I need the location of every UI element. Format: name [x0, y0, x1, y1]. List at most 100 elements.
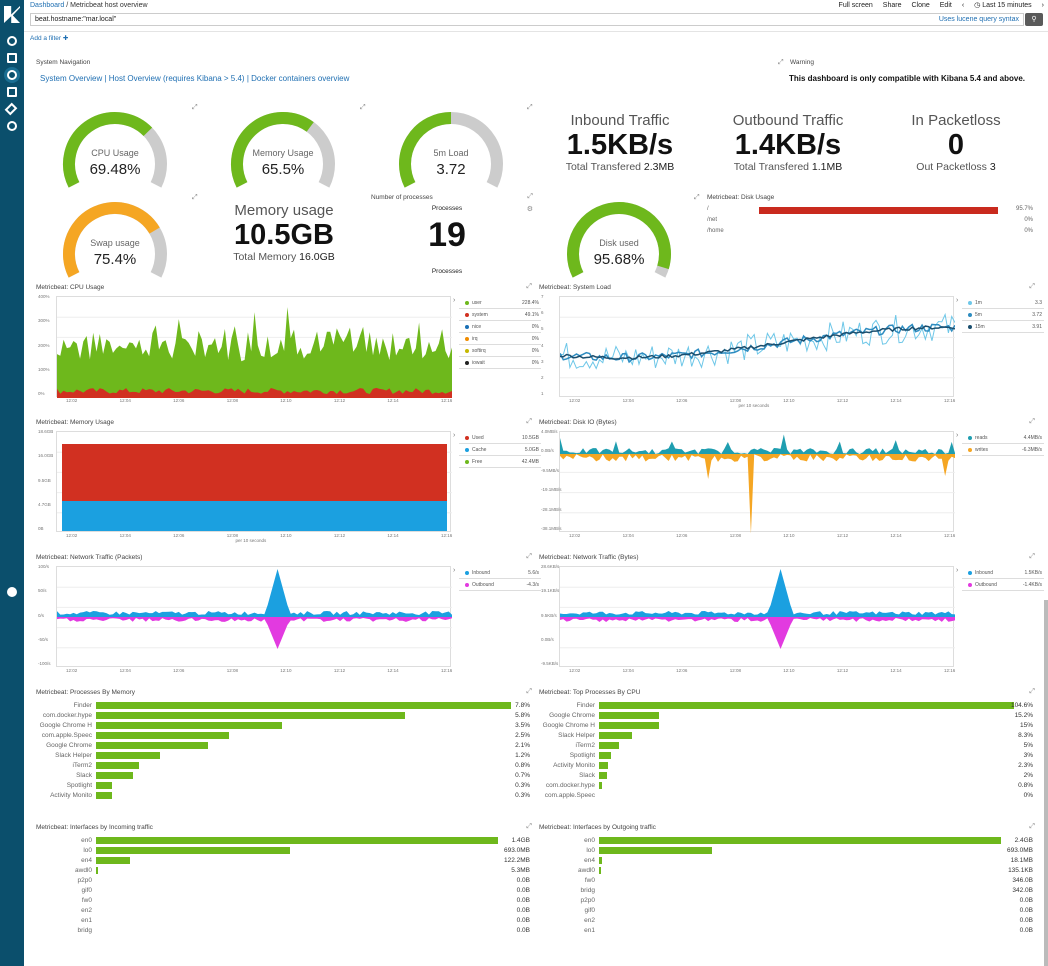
x-tick-label: 12:06 [173, 533, 185, 538]
bar-value: 2.3% [1018, 762, 1033, 769]
expand-icon[interactable]: ⤢ [526, 418, 532, 425]
expand-icon[interactable]: ⤢ [1029, 418, 1035, 425]
clone-button[interactable]: Clone [911, 2, 930, 9]
legend-toggle-icon[interactable]: › [956, 567, 959, 574]
expand-icon[interactable]: ⤢ [1029, 823, 1035, 830]
expand-icon[interactable]: ⤢ [526, 688, 532, 695]
bar-label: Slack [76, 772, 92, 779]
scrollbar[interactable] [1044, 600, 1048, 966]
legend-item[interactable]: system 49.1% [459, 309, 541, 321]
time-prev-button[interactable]: ‹ [961, 2, 965, 9]
series-inbound [57, 569, 452, 617]
legend-toggle-icon[interactable]: › [453, 432, 456, 439]
top-menu: Full screen Share Clone Edit ‹ ◷ Last 15… [839, 0, 1044, 12]
load-gauge: 5m Load 3.72 [396, 108, 506, 188]
legend-value: 5.0GB [524, 446, 539, 453]
legend-item[interactable]: 15m 3.91 [962, 321, 1044, 333]
legend-item[interactable]: writes -6.3MB/s [962, 444, 1044, 456]
fullscreen-button[interactable]: Full screen [838, 2, 873, 9]
series-reads [560, 434, 955, 454]
bar-row: Google Chrome H 15% [539, 721, 1033, 730]
expand-icon[interactable]: ⤢ [192, 104, 198, 111]
expand-icon[interactable]: ⤢ [1029, 283, 1035, 290]
expand-icon[interactable]: ⤢ [694, 194, 700, 201]
expand-icon[interactable]: ⤢ [360, 104, 366, 111]
dev-tools-icon[interactable] [4, 102, 18, 116]
panel-title: System Navigation [36, 59, 91, 66]
legend-item[interactable]: Outbound -1.4KB/s [962, 579, 1044, 591]
y-tick-label: 4.7GB [38, 501, 51, 507]
legend-toggle-icon[interactable]: › [956, 297, 959, 304]
legend-label: Outbound [975, 581, 997, 588]
expand-icon[interactable]: ⤢ [778, 59, 784, 66]
chart-plot-area [559, 431, 955, 534]
kibana-logo-icon[interactable] [4, 6, 20, 23]
legend-item[interactable]: irq 0% [459, 333, 541, 345]
legend-item[interactable]: reads 4.4MB/s [962, 432, 1044, 444]
legend-item[interactable]: nice 0% [459, 321, 541, 333]
bar-label: com.docker.hype [545, 782, 595, 789]
time-picker[interactable]: ◷ Last 15 minutes [974, 0, 1031, 12]
expand-icon[interactable]: ⤢ [527, 193, 533, 200]
legend-toggle-icon[interactable]: › [453, 567, 456, 574]
breadcrumb: Dashboard / Metricbeat host overview [30, 0, 148, 12]
expand-icon[interactable]: ⤢ [527, 104, 533, 111]
legend-item[interactable]: 1m 3.3 [962, 297, 1044, 309]
inbound-traffic-metric: Inbound Traffic 1.5KB/s Total Transfered… [548, 112, 692, 173]
visualize-icon[interactable] [7, 53, 17, 63]
lucene-syntax-link[interactable]: Uses lucene query syntax [938, 16, 1019, 23]
legend-dot-icon [465, 300, 469, 305]
bar-row: com.docker.hype 5.8% [36, 711, 530, 720]
time-next-button[interactable]: › [1041, 2, 1044, 9]
legend-item[interactable]: Cache 5.0GB [459, 444, 541, 456]
search-input[interactable]: beat.hostname:"mar.local" Uses lucene qu… [30, 13, 1024, 26]
expand-icon[interactable]: ⤢ [526, 283, 532, 290]
legend-item[interactable]: Inbound 5.6/s [459, 567, 541, 579]
memory-gauge: Memory Usage 65.5% [228, 108, 338, 188]
legend-item[interactable]: Inbound 1.5KB/s [962, 567, 1044, 579]
settings-gear-icon[interactable] [7, 121, 17, 131]
disk-usage-value: 0% [1024, 217, 1033, 223]
bar-row: fw0 346.0B [539, 876, 1033, 885]
expand-icon[interactable]: ⤢ [1029, 553, 1035, 560]
legend-item[interactable]: iowait 0% [459, 357, 541, 369]
nav-links[interactable]: System Overview | Host Overview (require… [40, 74, 350, 83]
x-axis-label: per 10 seconds [738, 403, 770, 408]
legend-toggle-icon[interactable]: › [453, 297, 456, 304]
legend-item[interactable]: 5m 3.72 [962, 309, 1044, 321]
timelion-icon[interactable] [7, 87, 17, 97]
discover-icon[interactable] [7, 36, 17, 46]
legend-value: 49.1% [524, 311, 539, 318]
warning-panel: Warning This dashboard is only compatibl… [789, 59, 1025, 89]
edit-button[interactable]: Edit [939, 2, 952, 9]
collapse-icon[interactable] [7, 587, 17, 597]
legend-item[interactable]: user 228.4% [459, 297, 541, 309]
expand-icon[interactable]: ⤢ [526, 553, 532, 560]
bar-value: 5.8% [515, 712, 530, 719]
bar-value: 2.5% [515, 732, 530, 739]
legend-item[interactable]: Used 10.5GB [459, 432, 541, 444]
breadcrumb-dashboard-link[interactable]: Dashboard [30, 2, 65, 9]
share-button[interactable]: Share [882, 2, 902, 9]
x-tick-label: 12:12 [836, 398, 849, 403]
bar-row: lo0 693.0MB [36, 846, 530, 855]
legend-item[interactable]: softirq 0% [459, 345, 541, 357]
x-tick-label: 12:04 [622, 398, 634, 403]
expand-icon[interactable]: ⤢ [192, 194, 198, 201]
expand-icon[interactable]: ⤢ [526, 823, 532, 830]
add-filter-link[interactable]: Add a filter ✚ [30, 35, 69, 42]
search-button[interactable]: ⚲ [1025, 13, 1043, 26]
x-tick-label: 12:14 [387, 398, 399, 403]
dashboard-icon[interactable] [7, 70, 17, 80]
bar-row: bridg 342.0B [539, 886, 1033, 895]
legend-item[interactable]: Free 42.4MB [459, 456, 541, 468]
expand-icon[interactable]: ⤢ [1029, 688, 1035, 695]
bar-label: awdl0 [75, 867, 92, 874]
gear-icon[interactable]: ⚙ [526, 206, 533, 213]
panel-title: Metricbeat: Processes By Memory [36, 689, 135, 696]
legend-toggle-icon[interactable]: › [956, 432, 959, 439]
legend-label: reads [975, 434, 988, 441]
metric-sub-value: 1.1MB [811, 161, 843, 173]
legend-item[interactable]: Outbound -4.3/s [459, 579, 541, 591]
gauge-value: 65.5% [261, 161, 305, 178]
